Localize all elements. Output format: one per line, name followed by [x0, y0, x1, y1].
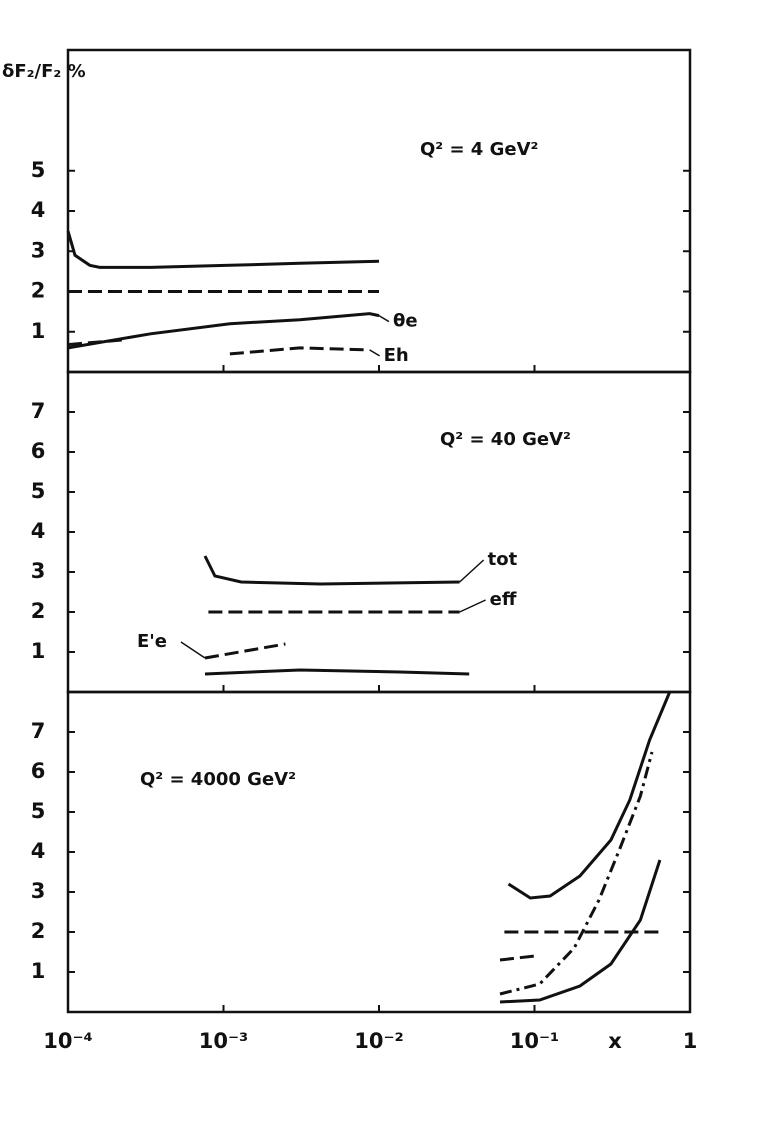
label-leader [378, 315, 390, 323]
y-tick-label: 3 [31, 879, 46, 903]
x-axis-label: x [608, 1029, 622, 1053]
label-leader [180, 641, 206, 659]
y-tick-label: 6 [31, 439, 46, 463]
series-line [499, 859, 662, 1004]
series-label: tot [488, 549, 518, 570]
y-tick-label: 7 [31, 399, 46, 423]
x-tick-label: 10⁻⁴ [43, 1029, 93, 1053]
y-tick-label: 2 [31, 919, 46, 943]
series-label: Eh [384, 345, 409, 366]
series-line [499, 954, 535, 962]
label-leader [369, 349, 380, 357]
series-line [67, 312, 380, 350]
series-line [204, 642, 286, 660]
series-line [499, 751, 654, 996]
x-tick-label: 1 [683, 1029, 698, 1053]
series-label: eff [490, 589, 517, 610]
series-label: E'e [137, 631, 167, 652]
y-tick-label: 2 [31, 279, 46, 303]
y-tick-label: 4 [31, 839, 46, 863]
y-tick-label: 1 [31, 959, 46, 983]
label-leader [459, 599, 486, 613]
series-label: θe [393, 311, 418, 332]
y-tick-label: 1 [31, 319, 46, 343]
y-tick-label: 5 [31, 799, 46, 823]
y-tick-label: 7 [31, 719, 46, 743]
x-tick-label: 10⁻³ [199, 1029, 249, 1053]
y-tick-label: 5 [31, 158, 46, 182]
y-tick-label: 5 [31, 479, 46, 503]
plot-frame [66, 48, 692, 374]
x-tick-label: 10⁻² [354, 1029, 404, 1053]
series-line [507, 691, 672, 900]
annotation: Q² = 4 GeV² [420, 139, 538, 160]
y-tick-label: 4 [31, 198, 46, 222]
y-tick-label: 1 [31, 639, 46, 663]
y-tick-label: 3 [31, 559, 46, 583]
annotation: Q² = 4000 GeV² [140, 769, 296, 790]
series-line [66, 230, 380, 269]
series-line [67, 338, 370, 356]
y-tick-label: 4 [31, 519, 46, 543]
y-tick-label: 2 [31, 599, 46, 623]
y-tick-label: 3 [31, 238, 46, 262]
annotation: Q² = 40 GeV² [440, 429, 571, 450]
series-line [204, 668, 470, 676]
plot-frame [66, 690, 692, 1014]
y-axis-label: δF₂/F₂ % [2, 61, 86, 82]
x-tick-label: 10⁻¹ [510, 1029, 560, 1053]
label-leader [459, 559, 485, 583]
y-tick-label: 6 [31, 759, 46, 783]
series-line [203, 555, 460, 586]
